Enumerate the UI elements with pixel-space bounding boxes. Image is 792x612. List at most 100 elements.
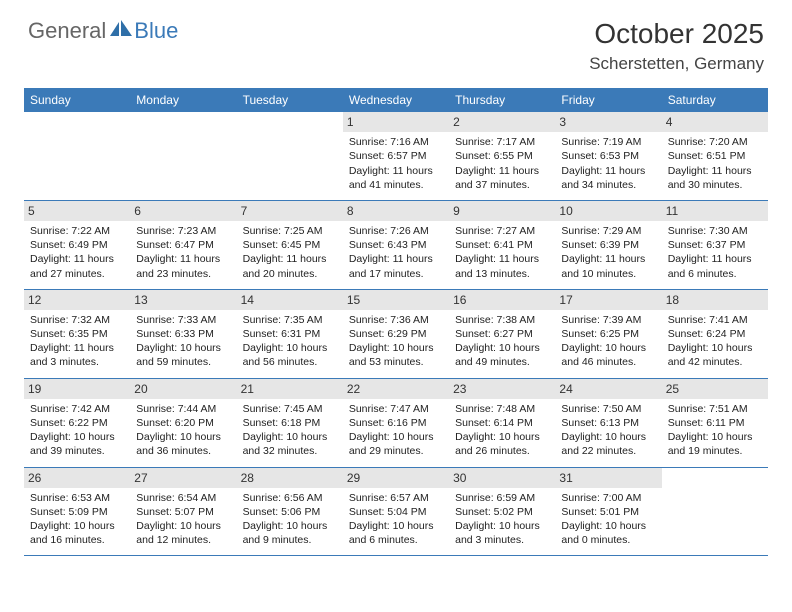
calendar-body: 1Sunrise: 7:16 AMSunset: 6:57 PMDaylight… bbox=[24, 112, 768, 556]
day-number: 24 bbox=[555, 379, 661, 399]
daylight1-line: Daylight: 10 hours bbox=[561, 519, 655, 533]
sunrise-line: Sunrise: 7:39 AM bbox=[561, 313, 655, 327]
week-row: 19Sunrise: 7:42 AMSunset: 6:22 PMDayligh… bbox=[24, 378, 768, 467]
calendar-table: Sunday Monday Tuesday Wednesday Thursday… bbox=[24, 88, 768, 556]
sunrise-line: Sunrise: 7:22 AM bbox=[30, 224, 124, 238]
day-cell: 15Sunrise: 7:36 AMSunset: 6:29 PMDayligh… bbox=[343, 289, 449, 378]
sunset-line: Sunset: 6:57 PM bbox=[349, 149, 443, 163]
sunset-line: Sunset: 5:02 PM bbox=[455, 505, 549, 519]
sunrise-line: Sunrise: 7:51 AM bbox=[668, 402, 762, 416]
daylight1-line: Daylight: 10 hours bbox=[136, 341, 230, 355]
daylight1-line: Daylight: 10 hours bbox=[136, 430, 230, 444]
sunset-line: Sunset: 6:16 PM bbox=[349, 416, 443, 430]
daylight2-line: and 6 minutes. bbox=[349, 533, 443, 547]
daylight1-line: Daylight: 10 hours bbox=[136, 519, 230, 533]
sunrise-line: Sunrise: 7:17 AM bbox=[455, 135, 549, 149]
sunrise-line: Sunrise: 7:44 AM bbox=[136, 402, 230, 416]
daylight1-line: Daylight: 10 hours bbox=[668, 341, 762, 355]
daylight1-line: Daylight: 11 hours bbox=[668, 164, 762, 178]
daylight2-line: and 30 minutes. bbox=[668, 178, 762, 192]
sunrise-line: Sunrise: 7:27 AM bbox=[455, 224, 549, 238]
day-cell: 27 Sunrise: 6:54 AMSunset: 5:07 PMDayligh… bbox=[130, 467, 236, 556]
day-cell: 23Sunrise: 7:48 AMSunset: 6:14 PMDayligh… bbox=[449, 378, 555, 467]
sunset-line: Sunset: 6:51 PM bbox=[668, 149, 762, 163]
day-number: 3 bbox=[555, 112, 661, 132]
day-number: 2 bbox=[449, 112, 555, 132]
sunrise-line: Sunrise: 6:54 AM bbox=[136, 491, 230, 505]
day-number: 22 bbox=[343, 379, 449, 399]
sunrise-line: Sunrise: 7:38 AM bbox=[455, 313, 549, 327]
sunset-line: Sunset: 6:18 PM bbox=[243, 416, 337, 430]
dayhead-sunday: Sunday bbox=[24, 88, 130, 112]
day-cell: 5Sunrise: 7:22 AMSunset: 6:49 PMDaylight… bbox=[24, 200, 130, 289]
daylight2-line: and 39 minutes. bbox=[30, 444, 124, 458]
day-number: 8 bbox=[343, 201, 449, 221]
sunrise-line: Sunrise: 7:33 AM bbox=[136, 313, 230, 327]
day-number: 28 bbox=[237, 468, 343, 488]
day-cell: 29Sunrise: 6:57 AMSunset: 5:04 PMDayligh… bbox=[343, 467, 449, 556]
daylight2-line: and 56 minutes. bbox=[243, 355, 337, 369]
day-cell: 20Sunrise: 7:44 AMSunset: 6:20 PMDayligh… bbox=[130, 378, 236, 467]
sunset-line: Sunset: 6:41 PM bbox=[455, 238, 549, 252]
day-number: 17 bbox=[555, 290, 661, 310]
daylight2-line: and 3 minutes. bbox=[455, 533, 549, 547]
daylight1-line: Daylight: 10 hours bbox=[243, 430, 337, 444]
daylight1-line: Daylight: 10 hours bbox=[30, 519, 124, 533]
day-cell: 13Sunrise: 7:33 AMSunset: 6:33 PMDayligh… bbox=[130, 289, 236, 378]
daylight1-line: Daylight: 11 hours bbox=[561, 252, 655, 266]
sunset-line: Sunset: 5:09 PM bbox=[30, 505, 124, 519]
daylight1-line: Daylight: 10 hours bbox=[455, 519, 549, 533]
sunrise-line: Sunrise: 7:19 AM bbox=[561, 135, 655, 149]
day-number: 27 bbox=[130, 468, 236, 488]
day-number: 15 bbox=[343, 290, 449, 310]
day-cell: 26Sunrise: 6:53 AMSunset: 5:09 PMDayligh… bbox=[24, 467, 130, 556]
day-number: 25 bbox=[662, 379, 768, 399]
day-cell bbox=[237, 112, 343, 200]
sunrise-line: Sunrise: 7:48 AM bbox=[455, 402, 549, 416]
day-number: 4 bbox=[662, 112, 768, 132]
sunset-line: Sunset: 6:25 PM bbox=[561, 327, 655, 341]
day-cell: 16Sunrise: 7:38 AMSunset: 6:27 PMDayligh… bbox=[449, 289, 555, 378]
day-number: 11 bbox=[662, 201, 768, 221]
daylight2-line: and 20 minutes. bbox=[243, 267, 337, 281]
sunset-line: Sunset: 6:11 PM bbox=[668, 416, 762, 430]
sunrise-line: Sunrise: 7:16 AM bbox=[349, 135, 443, 149]
day-cell: 3Sunrise: 7:19 AMSunset: 6:53 PMDaylight… bbox=[555, 112, 661, 200]
daylight2-line: and 10 minutes. bbox=[561, 267, 655, 281]
daylight2-line: and 23 minutes. bbox=[136, 267, 230, 281]
day-cell bbox=[662, 467, 768, 556]
daylight2-line: and 53 minutes. bbox=[349, 355, 443, 369]
sunrise-line: Sunrise: 7:00 AM bbox=[561, 491, 655, 505]
daylight2-line: and 34 minutes. bbox=[561, 178, 655, 192]
sunset-line: Sunset: 6:29 PM bbox=[349, 327, 443, 341]
day-number: 10 bbox=[555, 201, 661, 221]
daylight1-line: Daylight: 10 hours bbox=[455, 341, 549, 355]
brand-part2: Blue bbox=[134, 18, 178, 44]
sunrise-line: Sunrise: 7:36 AM bbox=[349, 313, 443, 327]
day-cell: 30Sunrise: 6:59 AMSunset: 5:02 PMDayligh… bbox=[449, 467, 555, 556]
day-number: 7 bbox=[237, 201, 343, 221]
sunrise-line: Sunrise: 7:29 AM bbox=[561, 224, 655, 238]
sunset-line: Sunset: 6:13 PM bbox=[561, 416, 655, 430]
week-row: 12Sunrise: 7:32 AMSunset: 6:35 PMDayligh… bbox=[24, 289, 768, 378]
sunrise-line: Sunrise: 7:26 AM bbox=[349, 224, 443, 238]
daylight2-line: and 29 minutes. bbox=[349, 444, 443, 458]
daylight1-line: Daylight: 10 hours bbox=[349, 430, 443, 444]
sunrise-line: Sunrise: 7:45 AM bbox=[243, 402, 337, 416]
sail-icon bbox=[110, 18, 132, 44]
day-cell: 2Sunrise: 7:17 AMSunset: 6:55 PMDaylight… bbox=[449, 112, 555, 200]
sunset-line: Sunset: 6:22 PM bbox=[30, 416, 124, 430]
sunset-line: Sunset: 6:37 PM bbox=[668, 238, 762, 252]
day-number: 12 bbox=[24, 290, 130, 310]
sunset-line: Sunset: 5:07 PM bbox=[136, 505, 230, 519]
sunset-line: Sunset: 5:06 PM bbox=[243, 505, 337, 519]
week-row: 1Sunrise: 7:16 AMSunset: 6:57 PMDaylight… bbox=[24, 112, 768, 200]
brand-logo: General Blue bbox=[28, 18, 178, 44]
daylight1-line: Daylight: 11 hours bbox=[561, 164, 655, 178]
day-number: 14 bbox=[237, 290, 343, 310]
day-cell: 28Sunrise: 6:56 AMSunset: 5:06 PMDayligh… bbox=[237, 467, 343, 556]
daylight2-line: and 0 minutes. bbox=[561, 533, 655, 547]
daylight2-line: and 59 minutes. bbox=[136, 355, 230, 369]
sunrise-line: Sunrise: 7:20 AM bbox=[668, 135, 762, 149]
sunset-line: Sunset: 6:55 PM bbox=[455, 149, 549, 163]
